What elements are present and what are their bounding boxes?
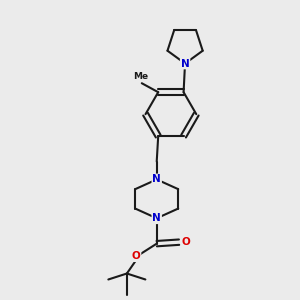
Text: Me: Me: [133, 72, 148, 81]
Text: N: N: [181, 58, 190, 68]
Text: N: N: [152, 174, 161, 184]
Text: O: O: [132, 251, 140, 261]
Text: O: O: [181, 237, 190, 247]
Text: N: N: [152, 213, 161, 223]
